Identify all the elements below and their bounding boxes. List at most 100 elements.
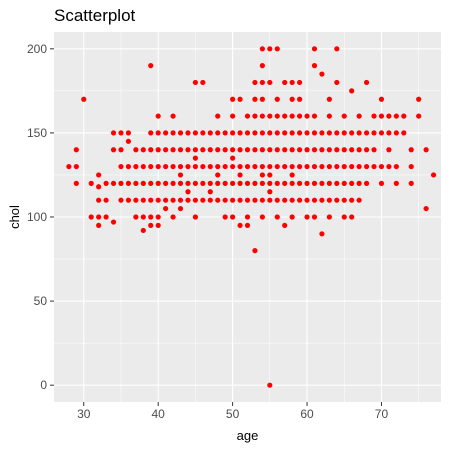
data-point: [110, 130, 117, 136]
data-point: [296, 130, 303, 136]
data-point: [274, 96, 280, 102]
data-point: [252, 147, 258, 153]
data-point: [304, 214, 310, 220]
data-point: [378, 96, 385, 102]
data-point: [371, 113, 377, 119]
data-point: [259, 172, 265, 178]
data-point: [311, 46, 318, 52]
data-point: [230, 180, 236, 186]
data-point: [192, 214, 199, 220]
y-tick-label: 150: [27, 126, 47, 140]
data-point: [259, 147, 265, 153]
data-point: [185, 197, 191, 203]
data-point: [177, 147, 184, 153]
data-point: [207, 130, 213, 136]
data-point: [200, 79, 206, 86]
data-point: [222, 180, 228, 186]
data-point: [289, 96, 295, 102]
data-point: [96, 222, 102, 229]
data-point: [319, 163, 325, 170]
data-point: [363, 180, 370, 186]
data-point: [207, 180, 213, 186]
data-point: [334, 147, 340, 153]
data-point: [170, 147, 176, 153]
data-point: [371, 163, 377, 170]
data-point: [341, 147, 347, 153]
data-point: [341, 214, 347, 220]
data-point: [177, 197, 184, 203]
data-point: [170, 197, 176, 203]
data-point: [282, 113, 288, 119]
data-point: [192, 79, 199, 86]
data-point: [125, 138, 132, 144]
data-point: [334, 130, 340, 136]
data-point: [363, 130, 370, 136]
data-point: [200, 163, 206, 170]
data-point: [311, 163, 318, 170]
data-point: [230, 155, 236, 161]
data-point: [244, 197, 251, 203]
data-point: [170, 113, 176, 119]
data-point: [326, 197, 332, 203]
data-point: [408, 180, 414, 186]
data-point: [274, 130, 280, 136]
data-point: [289, 163, 295, 170]
data-point: [401, 130, 407, 136]
data-point: [378, 113, 385, 119]
data-point: [259, 214, 265, 220]
data-point: [289, 180, 295, 186]
data-point: [252, 180, 258, 186]
y-tick-label: 0: [40, 378, 47, 392]
data-point: [393, 113, 399, 119]
data-point: [408, 163, 414, 170]
data-point: [304, 180, 310, 186]
data-point: [289, 147, 295, 153]
data-point: [267, 180, 273, 186]
data-point: [148, 222, 154, 229]
data-point: [319, 130, 325, 136]
data-point: [326, 180, 332, 186]
data-point: [103, 214, 109, 220]
data-point: [274, 180, 280, 186]
data-point: [296, 180, 303, 186]
data-point: [289, 214, 295, 220]
data-point: [103, 197, 109, 203]
data-point: [155, 222, 161, 229]
data-point: [334, 163, 340, 170]
data-point: [133, 147, 139, 153]
data-point: [304, 113, 310, 119]
data-point: [259, 197, 265, 203]
data-point: [170, 130, 176, 136]
data-point: [155, 180, 161, 186]
data-point: [148, 63, 154, 69]
data-point: [155, 163, 161, 170]
x-tick-label: 30: [77, 407, 91, 421]
data-point: [237, 222, 243, 229]
data-point: [192, 147, 199, 153]
data-point: [267, 172, 273, 178]
data-point: [319, 180, 325, 186]
data-point: [118, 163, 124, 170]
data-point: [125, 130, 132, 136]
data-point: [237, 172, 243, 178]
data-point: [170, 214, 176, 220]
data-point: [192, 197, 199, 203]
data-point: [311, 197, 318, 203]
data-point: [356, 113, 362, 119]
data-point: [319, 71, 325, 77]
data-point: [349, 130, 355, 136]
data-point: [274, 113, 280, 119]
x-tick-label: 70: [375, 407, 389, 421]
data-point: [401, 113, 407, 119]
data-point: [215, 197, 221, 203]
y-tick-label: 50: [34, 294, 48, 308]
data-points: [66, 46, 437, 388]
data-point: [326, 113, 332, 119]
data-point: [237, 147, 243, 153]
data-point: [334, 46, 340, 52]
data-point: [334, 180, 340, 186]
data-point: [125, 163, 132, 170]
data-point: [118, 197, 124, 203]
data-point: [192, 130, 199, 136]
